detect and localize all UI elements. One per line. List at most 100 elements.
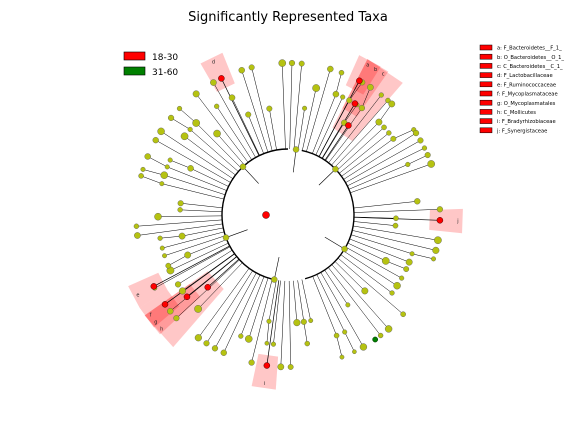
edge-clade-i	[266, 280, 280, 366]
node	[173, 315, 180, 322]
node-clade-g	[183, 293, 191, 301]
node	[375, 118, 383, 126]
node	[333, 332, 340, 339]
edge	[349, 238, 410, 263]
node	[432, 246, 440, 254]
tree-nodes	[133, 59, 444, 371]
clade-letter-g: g	[154, 319, 157, 325]
edge	[302, 88, 317, 151]
edge	[247, 114, 264, 154]
edge	[190, 168, 229, 187]
clade-legend-label-d: d: F_Lactobacillaceae	[497, 73, 553, 79]
node	[177, 200, 184, 207]
group-legend-label-18-30: 18-30	[152, 53, 178, 63]
edge	[187, 239, 227, 256]
node	[300, 318, 307, 325]
edge	[412, 253, 434, 260]
clade-letter-f: f	[150, 312, 152, 318]
node	[210, 79, 217, 86]
node-sector-3	[222, 234, 230, 241]
edge	[170, 242, 229, 271]
edge	[195, 122, 242, 169]
edge	[341, 138, 394, 177]
clade-highlight-f	[139, 290, 180, 328]
node	[302, 105, 308, 111]
edge	[136, 219, 223, 227]
edge-clade-h	[207, 258, 240, 288]
edge	[177, 250, 233, 285]
edge	[312, 94, 337, 154]
node	[180, 132, 189, 141]
node	[174, 281, 182, 288]
edge-sector-1	[324, 236, 345, 250]
group-legend-swatch-31-60	[123, 66, 146, 76]
node	[412, 129, 420, 137]
edge	[251, 67, 273, 151]
node	[312, 84, 321, 92]
node	[177, 207, 183, 213]
clade-letter-c: c	[382, 72, 385, 78]
node	[228, 94, 236, 101]
edge	[312, 276, 337, 336]
edge	[348, 164, 408, 190]
node	[352, 349, 357, 355]
edge-sector-3	[225, 229, 248, 238]
edge-clade-b	[321, 103, 356, 159]
node	[144, 153, 151, 160]
node	[409, 251, 415, 257]
node-clade-b	[351, 100, 359, 107]
node	[405, 161, 411, 168]
edge	[325, 107, 363, 161]
clade-legend-label-h: h: C_Mollicutes	[497, 110, 536, 116]
node	[386, 130, 392, 136]
node	[213, 129, 221, 138]
node	[403, 266, 410, 272]
node	[340, 94, 346, 100]
node	[178, 287, 187, 295]
edge	[347, 147, 425, 187]
node	[424, 152, 431, 159]
edge	[161, 183, 225, 200]
node-sector-0	[332, 165, 339, 173]
edge	[182, 227, 224, 237]
node-sector-5	[292, 146, 300, 153]
node	[392, 222, 399, 229]
node	[162, 253, 167, 259]
edge	[322, 122, 345, 159]
clade-legend-label-a: a: F_Bacteroidetes__F_1_	[497, 46, 562, 52]
node	[358, 104, 365, 112]
clade-legend-label-c: c: C_Bacteroidetes__C_1_	[497, 64, 563, 70]
edge	[180, 202, 223, 209]
node-clade-e	[150, 283, 158, 290]
node	[157, 235, 163, 241]
edge	[168, 254, 188, 266]
node	[414, 198, 421, 205]
edge	[273, 280, 281, 345]
edge	[160, 131, 234, 179]
node	[277, 363, 285, 371]
tree-rings	[221, 148, 355, 281]
edge	[240, 276, 265, 337]
clade-letter-b: b	[374, 67, 377, 73]
edge	[407, 154, 428, 165]
node	[140, 166, 146, 172]
edge	[180, 209, 223, 213]
node	[167, 157, 173, 163]
edge	[353, 225, 438, 241]
node	[278, 59, 287, 67]
clade-letter-e: e	[136, 292, 139, 298]
clade-legend-label-e: e: F_Ruminococcaceae	[497, 82, 556, 88]
node	[288, 59, 296, 67]
edge	[293, 280, 298, 323]
node	[159, 245, 165, 251]
edge-sector-4	[242, 166, 259, 184]
clade-letter-h: h	[160, 326, 163, 332]
edge	[141, 175, 162, 184]
node	[157, 127, 165, 136]
edge	[350, 234, 413, 255]
edge	[213, 82, 256, 158]
node	[220, 349, 227, 356]
node-clade-c	[345, 122, 352, 129]
node	[332, 90, 340, 98]
node	[134, 232, 141, 239]
